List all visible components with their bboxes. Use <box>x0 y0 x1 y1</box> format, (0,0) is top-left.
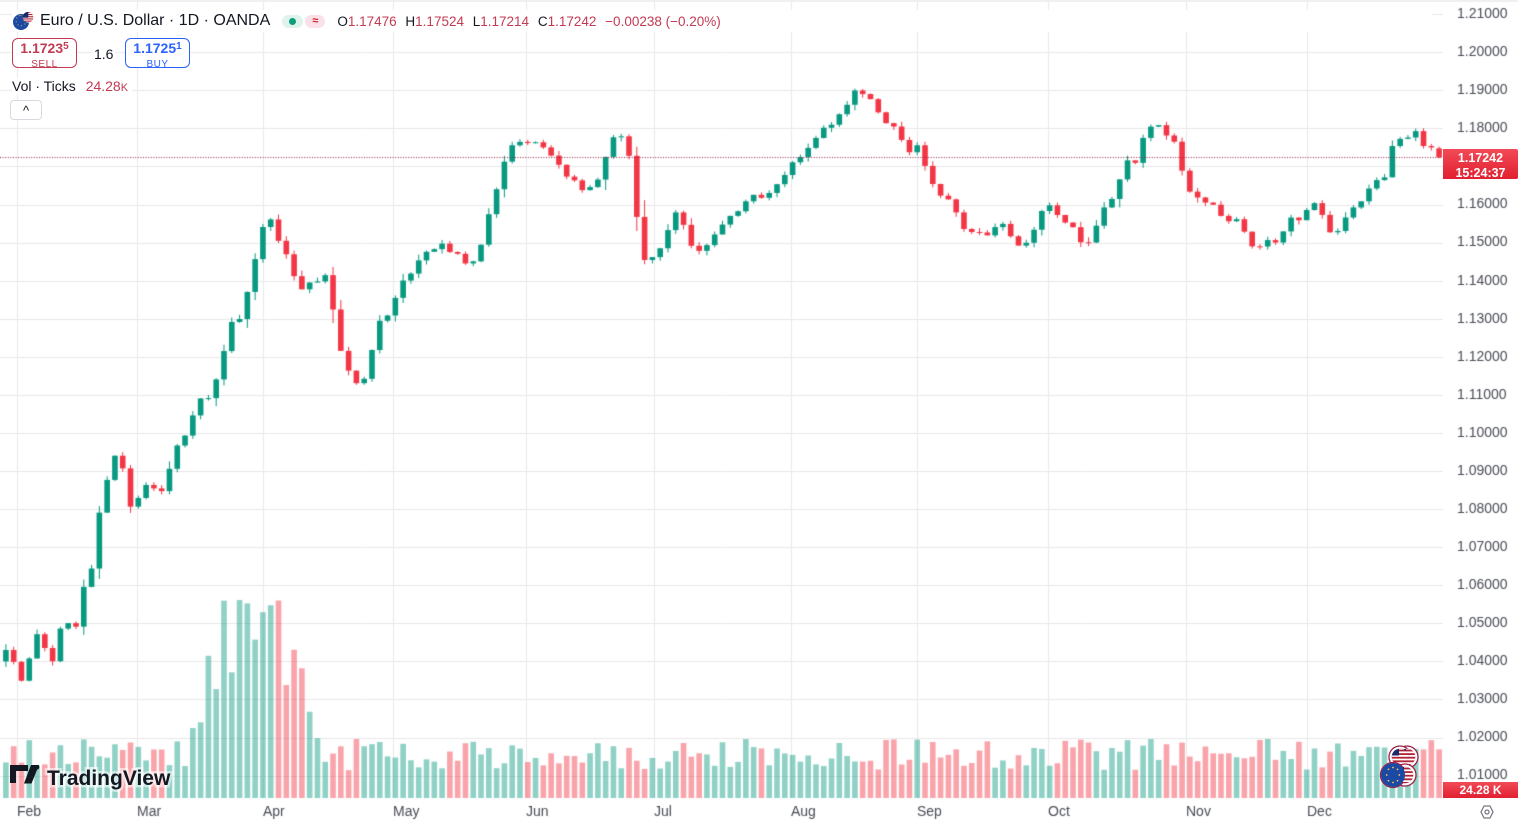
svg-text:TradingView: TradingView <box>47 767 171 790</box>
